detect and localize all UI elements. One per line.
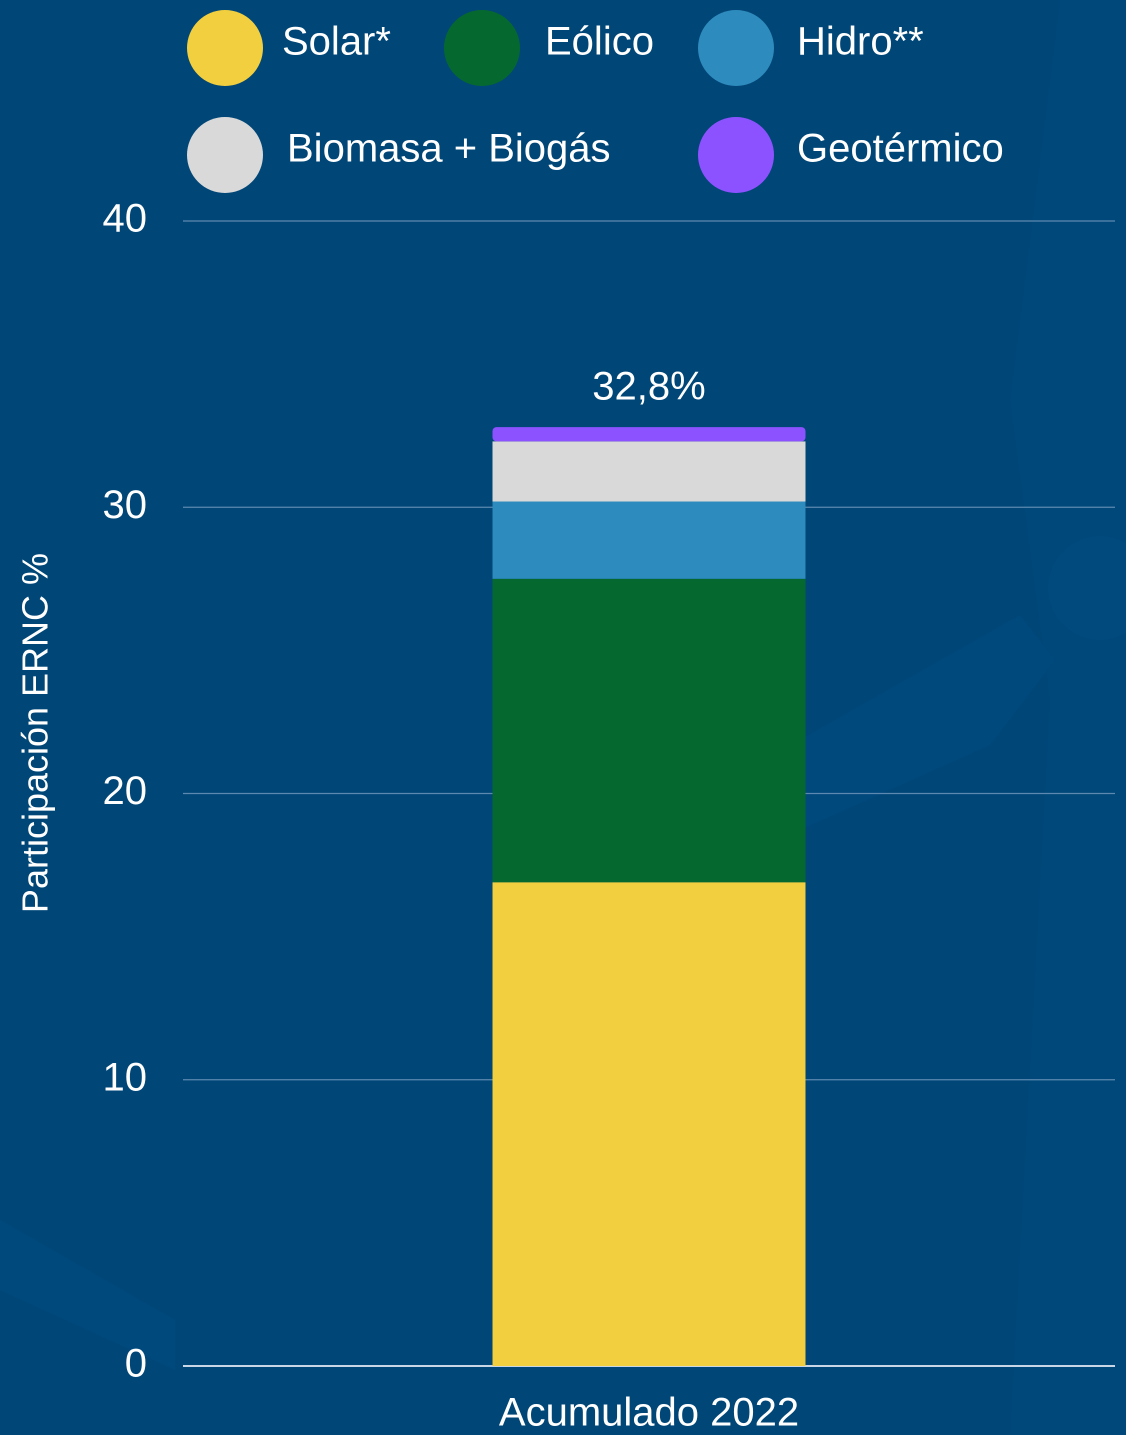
y-tick-label: 0 [125,1342,147,1386]
y-tick-label: 20 [103,769,148,813]
bar-segment [492,441,806,502]
bar-segment [492,882,806,1366]
legend-swatch [187,117,263,193]
legend-label: Hidro** [797,20,924,64]
bar-segment [492,501,806,579]
legend-label: Solar* [282,20,391,64]
legend-label: Eólico [545,20,654,64]
legend-swatch [698,10,774,86]
decoration [800,615,1055,830]
y-tick-label: 10 [103,1055,148,1099]
y-tick-label: 30 [103,483,148,527]
bar-segment [492,427,806,442]
legend-swatch [187,10,263,86]
total-label: 32,8% [592,365,705,409]
bar-segment [492,578,806,883]
decoration [0,1220,175,1370]
decoration [1010,0,1126,1435]
decoration [1048,536,1126,640]
y-axis-label: Participación ERNC % [15,553,56,913]
legend-label: Geotérmico [797,127,1004,171]
legend-swatch [698,117,774,193]
x-tick-label: Acumulado 2022 [499,1391,799,1435]
legend-label: Biomasa + Biogás [287,127,611,171]
y-tick-label: 40 [103,197,148,241]
legend-swatch [444,10,520,86]
